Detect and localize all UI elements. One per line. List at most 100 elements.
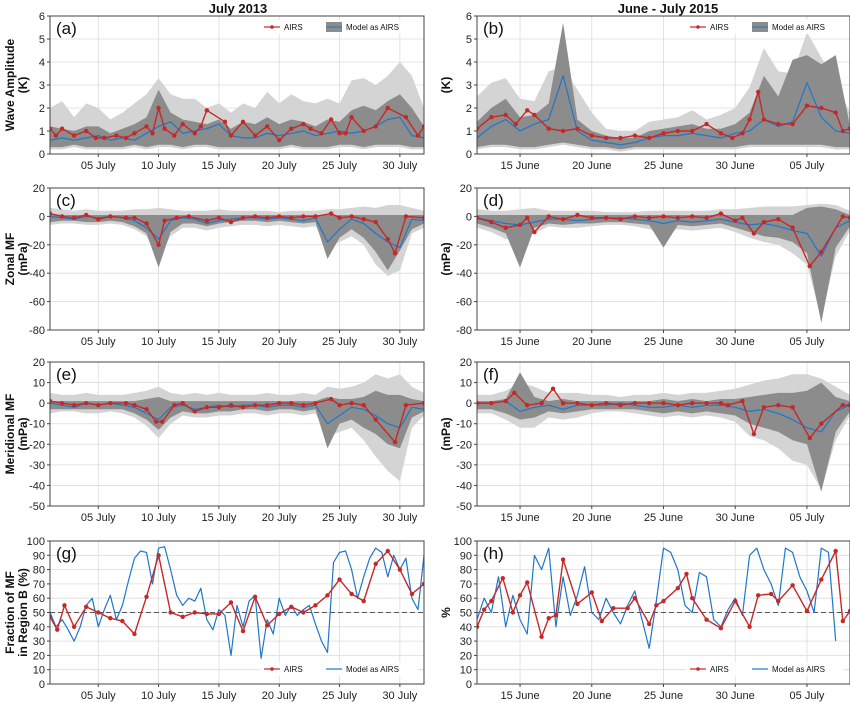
airs-point xyxy=(53,133,59,138)
y-tick-label: -60 xyxy=(456,297,472,309)
band-dark xyxy=(477,22,850,150)
airs-point xyxy=(289,400,294,406)
airs-point xyxy=(500,575,506,581)
plot-area xyxy=(50,62,424,150)
legend: AIRS Model as AIRS xyxy=(686,662,844,676)
airs-point xyxy=(747,117,752,122)
airs-point xyxy=(489,219,494,225)
airs-point xyxy=(204,611,210,617)
airs-point xyxy=(421,215,424,221)
airs-point xyxy=(144,124,149,129)
x-tick-label: 15 June xyxy=(500,512,539,524)
panel-f: -50 -40 -30 -20 -10 0 10 20 15 June 20 June 25 Jun… xyxy=(439,357,850,524)
y-tick-label: 70 xyxy=(460,579,472,591)
airs-point xyxy=(96,217,101,222)
y-tick-label: 0 xyxy=(39,679,45,691)
panel-label: (c) xyxy=(56,191,76,210)
airs-point xyxy=(361,403,366,408)
airs-point xyxy=(740,215,745,221)
airs-point xyxy=(59,214,65,219)
airs-point xyxy=(632,596,638,601)
plot-area xyxy=(477,372,850,492)
airs-point xyxy=(790,583,795,588)
airs-point xyxy=(325,593,330,598)
airs-point xyxy=(790,225,795,230)
airs-point xyxy=(575,126,580,131)
x-tick-label: 05 July xyxy=(81,336,116,348)
airs-point xyxy=(222,119,228,125)
y-tick-label: 100 xyxy=(454,536,472,548)
airs-point xyxy=(172,403,177,408)
airs-point xyxy=(589,403,594,408)
airs-point xyxy=(162,218,167,223)
airs-point xyxy=(264,623,270,628)
x-tick-label: 15 July xyxy=(201,512,236,524)
airs-point xyxy=(277,400,282,406)
airs-point xyxy=(71,624,77,629)
airs-point xyxy=(517,593,523,598)
y-tick-label: 20 xyxy=(33,357,45,369)
airs-point xyxy=(328,211,334,216)
airs-point xyxy=(373,561,378,567)
airs-point xyxy=(704,121,709,127)
airs-point xyxy=(525,580,530,585)
airs-point xyxy=(675,403,681,408)
airs-point xyxy=(289,215,294,221)
airs-point xyxy=(840,128,846,134)
airs-point xyxy=(575,400,580,406)
legend: AIRS Model as AIRS xyxy=(260,20,418,34)
x-tick-label: 15 June xyxy=(500,336,539,348)
y-tick-label: 20 xyxy=(460,357,472,369)
model-series-line xyxy=(477,217,850,257)
airs-point xyxy=(611,606,616,611)
y-tick-label: 5 xyxy=(39,34,45,46)
airs-point xyxy=(512,390,517,396)
y-axis-label: (mPa) xyxy=(16,242,30,275)
airs-point xyxy=(186,214,191,219)
airs-point xyxy=(689,400,695,406)
airs-point xyxy=(589,590,594,595)
x-tick-label: 20 June xyxy=(572,336,611,348)
x-tick-label: 05 July xyxy=(790,160,825,172)
x-tick-label: 10 July xyxy=(141,512,176,524)
x-tick-label: 20 July xyxy=(262,690,297,702)
x-tick-label: 20 July xyxy=(262,160,297,172)
plot-area xyxy=(50,374,424,482)
airs-point xyxy=(216,215,222,221)
airs-point xyxy=(646,400,652,406)
airs-point xyxy=(503,398,508,404)
legend: AIRS Model as AIRS xyxy=(686,20,844,34)
legend-label: AIRS xyxy=(710,665,729,674)
y-tick-label: 0 xyxy=(39,211,45,223)
y-tick-label: 60 xyxy=(33,593,45,605)
airs-point xyxy=(277,214,282,219)
x-tick-label: 15 July xyxy=(201,160,236,172)
airs-point xyxy=(349,115,354,120)
airs-point xyxy=(807,263,813,269)
x-tick-label: 30 June xyxy=(716,160,755,172)
airs-point xyxy=(532,112,537,118)
airs-point xyxy=(108,616,113,621)
airs-point xyxy=(83,604,89,609)
airs-point xyxy=(654,603,659,608)
airs-point xyxy=(804,608,810,614)
airs-point xyxy=(83,128,89,134)
y-tick-label: -60 xyxy=(29,297,45,309)
airs-point xyxy=(718,626,724,631)
airs-point xyxy=(289,604,294,609)
x-tick-label: 20 June xyxy=(572,690,611,702)
airs-point xyxy=(421,400,424,406)
y-tick-label: 20 xyxy=(460,183,472,195)
airs-point xyxy=(373,219,378,225)
airs-point xyxy=(240,405,246,410)
airs-point xyxy=(192,610,197,615)
y-tick-label: 80 xyxy=(460,565,472,577)
airs-point xyxy=(132,131,137,136)
y-tick-label: 90 xyxy=(33,550,45,562)
y-tick-label: 0 xyxy=(466,679,472,691)
y-tick-label: 1 xyxy=(39,126,45,138)
airs-point xyxy=(156,242,161,247)
band-dark xyxy=(50,213,424,271)
x-tick-label: 25 July xyxy=(322,512,357,524)
airs-point xyxy=(120,618,125,624)
